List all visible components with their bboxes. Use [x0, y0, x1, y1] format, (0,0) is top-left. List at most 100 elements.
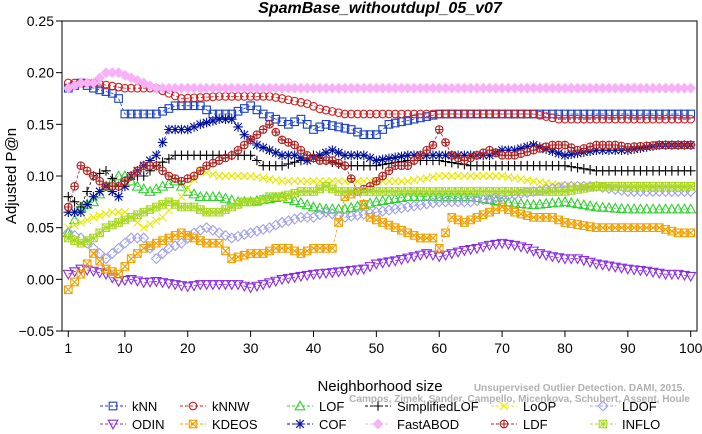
series-line-knn — [68, 82, 691, 136]
data-point-cof — [484, 150, 495, 161]
data-point-lof — [376, 194, 389, 206]
credit-line-2: Campos, Zimek, Sander, Campello, Micenko… — [349, 394, 690, 405]
data-point-knn — [145, 109, 155, 119]
data-point-knn — [296, 114, 306, 124]
data-point-knnw — [604, 114, 614, 124]
data-point-simplifiedlof — [277, 160, 287, 171]
data-point-odin — [282, 273, 295, 285]
data-point-odin — [640, 266, 653, 277]
data-point-inflo — [284, 190, 293, 200]
x-tick-label: 100 — [679, 340, 702, 356]
data-point-loop — [485, 171, 494, 181]
data-point-cof — [94, 186, 105, 197]
data-point-odin — [150, 277, 163, 288]
data-point-cof — [289, 150, 300, 161]
data-point-odin — [175, 281, 188, 292]
data-point-simplifiedlof — [69, 197, 80, 207]
series-kdeos — [63, 187, 696, 295]
data-point-lof — [640, 203, 653, 214]
data-point-ldf — [233, 145, 243, 155]
data-point-knnw — [315, 104, 325, 114]
data-point-ldof — [119, 237, 131, 249]
data-point-lof — [307, 201, 320, 212]
legend-item-kdeos: KDEOS — [180, 417, 258, 432]
data-point-odin — [364, 262, 376, 273]
data-point-knn — [359, 130, 369, 140]
data-point-odin — [464, 245, 477, 256]
data-point-odin — [213, 280, 225, 291]
data-point-ldf — [409, 156, 419, 165]
data-point-knn — [126, 109, 136, 119]
data-point-knn — [680, 109, 689, 119]
data-point-cof — [120, 181, 130, 192]
data-point-lof — [213, 190, 225, 202]
data-point-odin — [156, 278, 169, 289]
data-point-lof — [194, 190, 207, 202]
data-point-loop — [221, 171, 230, 181]
data-point-cof — [377, 154, 388, 165]
data-point-odin — [483, 240, 496, 252]
data-point-lof — [420, 190, 433, 202]
data-point-lof — [571, 197, 584, 209]
data-point-ldf — [422, 145, 432, 155]
data-point-knn — [604, 109, 614, 119]
data-point-loop — [89, 213, 98, 222]
data-point-lof — [508, 197, 521, 208]
data-point-cof — [264, 145, 275, 155]
data-point-lof — [389, 192, 401, 204]
data-point-cof — [390, 152, 401, 163]
data-point-knnw — [560, 114, 570, 124]
data-point-lof — [427, 190, 439, 202]
data-point-kdeos — [359, 200, 369, 209]
data-point-ldof — [232, 230, 244, 242]
data-point-knnw — [365, 109, 375, 119]
legend-label-cof: COF — [319, 417, 347, 432]
data-point-lof — [464, 190, 477, 202]
legend-marker-simplifiedlof — [373, 401, 383, 411]
data-point-lof — [320, 203, 332, 214]
data-point-ldf — [416, 150, 425, 160]
legend-item-knnw: kNNW — [180, 399, 250, 414]
y-tick-label: 0.25 — [27, 13, 54, 29]
data-point-kdeos — [114, 269, 123, 279]
legend-item-ldf: LDF — [491, 417, 548, 432]
data-point-knnw — [686, 114, 696, 124]
data-point-knnw — [321, 105, 331, 115]
data-point-cof — [440, 150, 451, 161]
data-point-loop — [227, 171, 236, 181]
data-point-knnw — [491, 109, 501, 119]
data-point-knnw — [296, 98, 306, 107]
credit-line-1: Unsupervised Outlier Detection. DAMI, 20… — [474, 383, 685, 394]
data-point-ldof — [370, 206, 382, 218]
data-point-ldf — [384, 166, 394, 176]
series-line-loop — [68, 170, 691, 229]
data-point-odin — [666, 269, 678, 281]
data-point-lof — [87, 195, 100, 207]
data-point-kdeos — [428, 233, 438, 243]
data-point-kdeos — [63, 285, 73, 295]
data-point-cof — [252, 140, 262, 150]
data-point-cof — [352, 150, 363, 161]
data-point-cof — [591, 145, 602, 155]
data-point-cof — [409, 150, 419, 161]
data-point-odin — [351, 265, 364, 276]
data-point-ldof — [527, 185, 540, 198]
x-axis-label: Neighborhood size — [317, 378, 442, 395]
data-point-odin — [188, 281, 200, 292]
data-point-knn — [409, 114, 419, 124]
data-point-lof — [131, 180, 144, 191]
data-point-ldf — [271, 127, 281, 137]
legend-marker-fastabod — [372, 418, 384, 430]
data-point-simplifiedlof — [283, 159, 294, 169]
data-point-ldof — [509, 189, 521, 201]
data-point-odin — [496, 238, 508, 250]
data-point-loop — [472, 171, 482, 181]
data-point-cof — [208, 116, 218, 126]
data-point-lof — [628, 203, 640, 214]
data-point-knnw — [327, 107, 337, 116]
data-point-cof — [107, 186, 118, 197]
data-point-loop — [95, 211, 104, 220]
data-point-odin — [672, 269, 684, 281]
data-point-cof — [434, 150, 445, 161]
data-point-knnw — [114, 82, 123, 92]
